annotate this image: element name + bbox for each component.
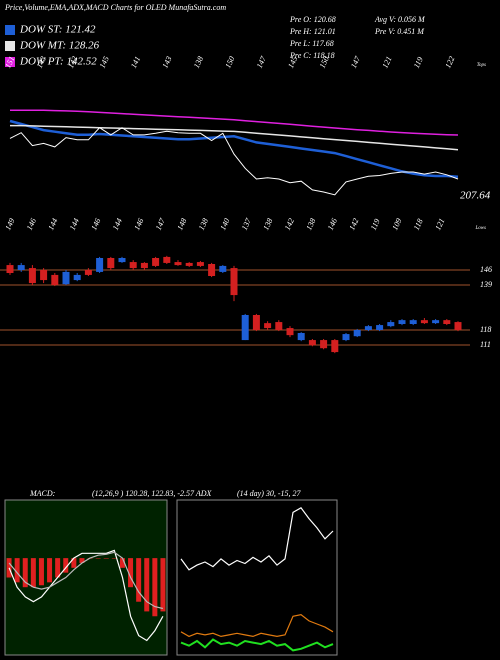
candle-body — [40, 270, 48, 281]
candle-body — [73, 274, 81, 281]
macd-bar — [6, 558, 12, 578]
candle-body — [107, 258, 115, 269]
stat-label: Pre C: 118.18 — [289, 51, 335, 60]
candle-body — [28, 268, 36, 284]
macd-bar — [22, 558, 28, 588]
level-label: 146 — [480, 265, 492, 274]
macd-bar — [63, 558, 69, 573]
ema-line — [9, 119, 459, 178]
candle-body — [230, 268, 238, 296]
candle-body — [353, 330, 361, 337]
stat-label: Pre L: 117.68 — [289, 39, 334, 48]
candle-body — [96, 258, 104, 272]
candle-body — [409, 320, 417, 324]
macd-bar — [71, 558, 77, 568]
candle-body — [196, 262, 204, 266]
candle-body — [252, 315, 260, 330]
macd-line — [8, 549, 164, 642]
candle-body — [398, 320, 406, 324]
candle-body — [208, 264, 216, 276]
candle-body — [264, 323, 272, 329]
level-label: 139 — [480, 280, 492, 289]
lows-label: Lows — [474, 226, 486, 231]
adx-line — [180, 638, 334, 652]
macd-bar — [128, 558, 134, 588]
adx-line — [180, 614, 334, 638]
candle-body — [185, 262, 193, 266]
candle-body — [84, 270, 92, 275]
macd-bar — [79, 558, 85, 563]
candle-body — [420, 320, 428, 324]
low-label: 118 — [412, 217, 425, 231]
legend-label: DOW ST: 121.42 — [19, 24, 96, 36]
chart-title: Price,Volume,EMA,ADX,MACD Charts for OLE… — [4, 3, 226, 12]
legend-swatch — [5, 25, 15, 35]
macd-bar — [136, 558, 142, 602]
stat-label: Pre V: 0.451 M — [374, 27, 425, 36]
candle-body — [387, 322, 395, 327]
candle-body — [342, 334, 350, 341]
macd-panel — [4, 499, 168, 656]
legend-swatch — [5, 41, 15, 51]
low-label: 119 — [369, 217, 382, 231]
candle-body — [129, 262, 137, 269]
macd-bar — [144, 558, 150, 612]
macd-bar — [95, 558, 101, 559]
macd-bar — [14, 558, 20, 583]
stat-label: Pre O: 120.68 — [289, 15, 336, 24]
macd-bar — [119, 558, 125, 568]
macd-bar — [38, 558, 44, 586]
candle-body — [443, 320, 451, 324]
candle-body — [219, 265, 227, 272]
macd-line — [8, 551, 164, 610]
candle-body — [275, 322, 283, 330]
candle-body — [376, 325, 384, 330]
legend-swatch — [5, 57, 15, 67]
candle-body — [454, 322, 462, 330]
macd-bar — [103, 558, 109, 559]
candle-body — [320, 340, 328, 349]
last-price-label: 207.64 — [460, 190, 491, 202]
legend-label: DOW MT: 128.26 — [19, 40, 100, 52]
close-line — [9, 127, 459, 196]
candle-body — [297, 333, 305, 341]
candle-body — [432, 320, 440, 324]
high-label: 119 — [412, 55, 425, 69]
macd-subtitle: (12,26,9 ) 120.28, 122.83, -2.57 ADX — [92, 489, 213, 498]
candle-body — [62, 271, 70, 285]
macd-bar — [30, 558, 36, 588]
ema-line — [10, 109, 459, 136]
adx-line — [180, 507, 334, 571]
candle-body — [6, 265, 14, 273]
candle-body — [152, 258, 160, 266]
macd-bar — [55, 558, 61, 578]
level-label: 118 — [480, 325, 491, 334]
tops-label: Tops — [477, 63, 486, 68]
stat-label: Pre H: 121.01 — [289, 27, 336, 36]
macd-title: MACD: — [29, 489, 56, 498]
candle-body — [308, 340, 316, 346]
candle-body — [163, 256, 171, 263]
adx-panel — [176, 499, 338, 656]
macd-bar — [152, 558, 158, 617]
candle-body — [331, 340, 339, 353]
adx-title: (14 day) 30, -15, 27 — [237, 489, 302, 498]
macd-bar — [47, 558, 53, 583]
legend-label: DOW PT: 142.52 — [19, 56, 97, 68]
candle-body — [286, 328, 294, 336]
candle-body — [241, 315, 249, 341]
candle-body — [17, 265, 25, 270]
stat-label: Avg V: 0.056 M — [374, 15, 426, 24]
candle-body — [364, 326, 372, 330]
candle-body — [51, 274, 59, 285]
ema-line — [10, 124, 459, 151]
candle-body — [118, 258, 126, 263]
level-label: 111 — [480, 340, 491, 349]
candle-body — [140, 262, 148, 269]
candle-body — [174, 262, 182, 266]
macd-bar — [111, 558, 117, 559]
macd-bar — [160, 558, 166, 612]
